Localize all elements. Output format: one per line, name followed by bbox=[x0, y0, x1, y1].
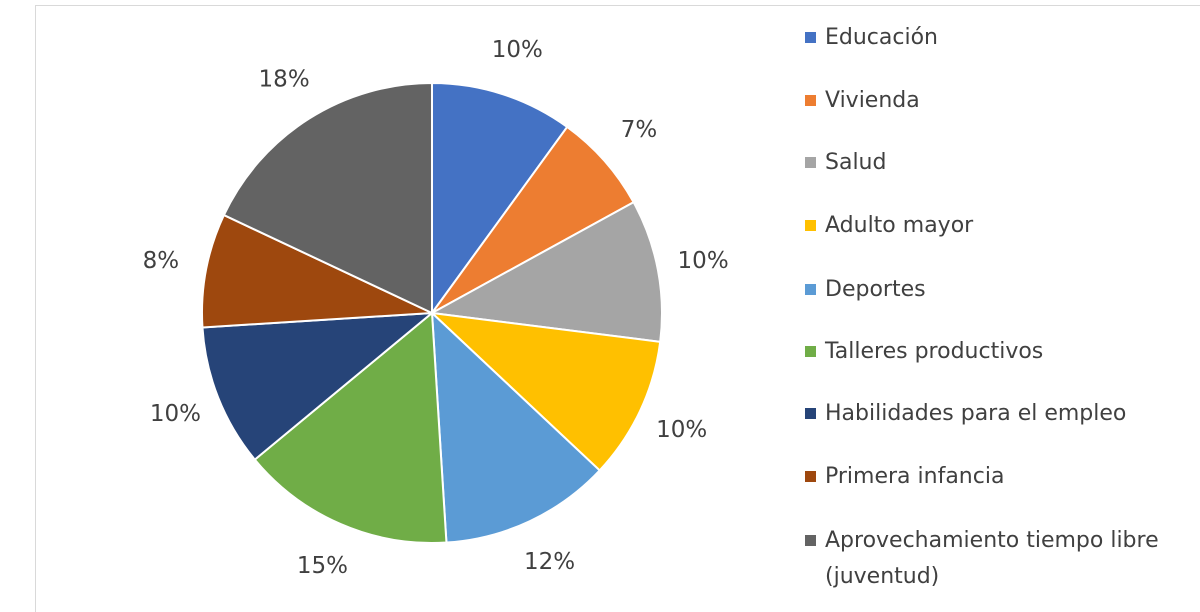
legend-item: Habilidades para el empleo bbox=[805, 396, 1195, 432]
legend-label: Salud bbox=[825, 150, 887, 175]
legend-item: Primera infancia bbox=[805, 459, 1195, 495]
data-label: 12% bbox=[524, 549, 575, 575]
data-label: 18% bbox=[259, 66, 310, 92]
chart-frame bbox=[35, 5, 1200, 612]
data-label: 10% bbox=[656, 417, 707, 443]
legend-label: Aprovechamiento tiempo libre (juventud) bbox=[825, 528, 1159, 589]
legend-swatch bbox=[805, 471, 816, 482]
legend-item: Vivienda bbox=[805, 83, 1195, 119]
pie-slice bbox=[431, 81, 569, 317]
pie-slice bbox=[429, 311, 662, 472]
data-label: 8% bbox=[143, 248, 180, 274]
legend-swatch bbox=[805, 220, 816, 231]
legend-swatch bbox=[805, 284, 816, 295]
legend-label: Habilidades para el empleo bbox=[825, 401, 1127, 426]
data-label: 15% bbox=[297, 553, 348, 579]
legend-item: Adulto mayor bbox=[805, 208, 1195, 244]
legend-swatch bbox=[805, 535, 816, 546]
legend-label: Deportes bbox=[825, 277, 926, 302]
pie-slice bbox=[222, 81, 433, 315]
pie-slice bbox=[201, 213, 433, 329]
legend-item: Deportes bbox=[805, 272, 1195, 308]
pie-slice bbox=[431, 125, 635, 314]
legend-swatch bbox=[805, 32, 816, 43]
legend-label: Primera infancia bbox=[825, 464, 1005, 489]
data-label: 10% bbox=[678, 248, 729, 274]
data-label: 10% bbox=[150, 401, 201, 427]
pie-slice bbox=[253, 310, 448, 544]
legend-label: Adulto mayor bbox=[825, 213, 974, 238]
legend-item: Talleres productivos bbox=[805, 334, 1195, 370]
legend-item: Educación bbox=[805, 20, 1195, 56]
legend-label: Educación bbox=[825, 25, 938, 50]
pie-slice bbox=[201, 311, 436, 462]
legend-swatch bbox=[805, 157, 816, 168]
data-label: 7% bbox=[621, 117, 658, 143]
legend-swatch bbox=[805, 95, 816, 106]
legend-item: Salud bbox=[805, 145, 1195, 181]
legend-swatch bbox=[805, 346, 816, 357]
pie-slice bbox=[428, 200, 663, 343]
legend-label: Vivienda bbox=[825, 88, 920, 113]
legend-label: Talleres productivos bbox=[825, 339, 1044, 364]
legend-swatch bbox=[805, 408, 816, 419]
legend-item: Aprovechamiento tiempo libre (juventud) bbox=[805, 523, 1195, 595]
pie-slice bbox=[430, 310, 602, 544]
data-label: 10% bbox=[492, 37, 543, 63]
